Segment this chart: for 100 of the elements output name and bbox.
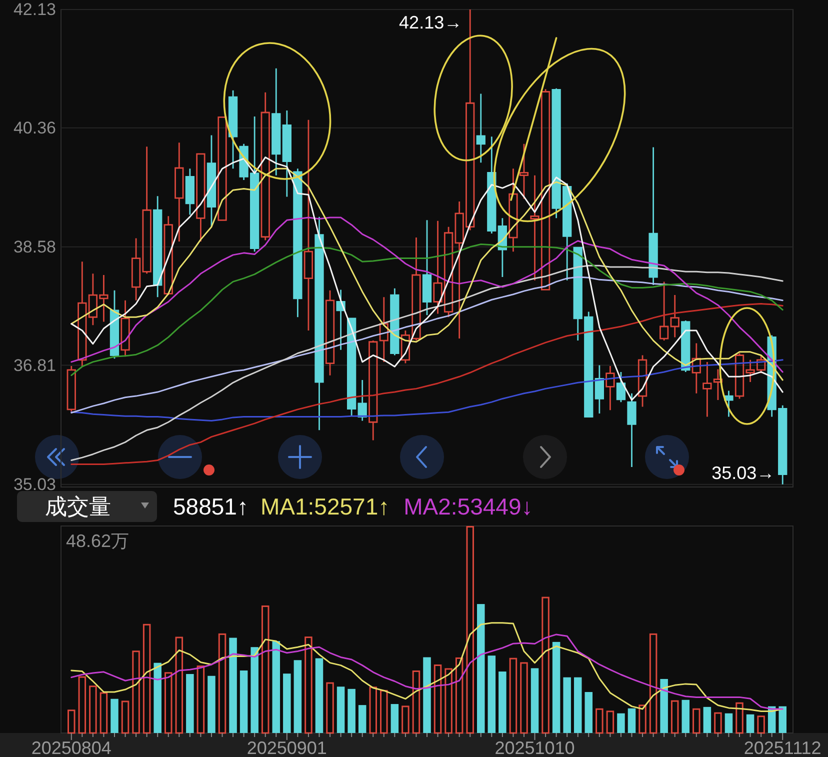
candlestick <box>282 110 292 198</box>
bar <box>628 708 636 733</box>
bar <box>369 686 377 734</box>
candlestick <box>260 92 270 241</box>
bar <box>272 641 280 733</box>
bar <box>390 704 399 733</box>
y-tick-label: 35.03 <box>13 474 56 494</box>
candlestick <box>153 195 162 298</box>
bar <box>402 706 410 734</box>
bar <box>444 668 452 734</box>
candlestick <box>218 116 227 221</box>
bar <box>423 657 431 733</box>
bar <box>240 670 248 733</box>
bar <box>498 672 506 733</box>
candlestick <box>196 153 206 242</box>
bar <box>477 604 485 733</box>
candlestick <box>164 215 173 296</box>
bar <box>552 642 560 733</box>
bar <box>703 706 712 733</box>
candlestick <box>120 300 130 358</box>
candlestick <box>272 68 281 176</box>
bar <box>326 682 334 734</box>
candlestick <box>713 368 723 401</box>
candlestick <box>616 371 626 403</box>
bar <box>542 596 550 734</box>
y-tick-label: 42.13 <box>13 0 56 19</box>
candlestick <box>78 260 87 368</box>
bar <box>660 678 668 733</box>
bar <box>164 672 172 734</box>
bar <box>196 666 205 734</box>
line-series <box>70 264 784 461</box>
bar <box>175 636 184 734</box>
candlestick <box>422 219 432 316</box>
candlestick <box>379 296 388 363</box>
bar <box>100 692 108 734</box>
line-series <box>70 216 784 373</box>
bar <box>261 605 270 734</box>
bar <box>208 676 216 733</box>
bar <box>229 638 237 733</box>
bar <box>455 657 464 734</box>
candlestick <box>476 93 486 164</box>
bar <box>380 690 388 734</box>
x-tick-label: 20251112 <box>744 738 822 757</box>
bar <box>412 670 420 734</box>
candlestick <box>206 134 216 228</box>
bar <box>218 633 226 734</box>
candlestick <box>314 216 324 431</box>
candlestick <box>508 168 518 252</box>
bar <box>649 633 658 734</box>
candlestick <box>185 168 194 216</box>
bar <box>358 705 366 733</box>
candlestick <box>293 168 302 318</box>
bar <box>724 713 733 733</box>
candlestick <box>692 342 701 394</box>
y-tick-label: 40.36 <box>13 118 56 138</box>
candlestick <box>606 365 615 411</box>
candlestick <box>648 146 658 286</box>
annotation: 35.03→ <box>712 463 775 483</box>
bar <box>336 686 345 733</box>
bar <box>315 658 324 733</box>
candlestick <box>594 364 604 414</box>
candlestick <box>390 288 400 356</box>
line-series <box>70 243 784 376</box>
candlestick <box>519 143 529 200</box>
bar <box>283 674 291 733</box>
bar <box>778 706 786 733</box>
candlestick <box>66 365 76 414</box>
x-tick-label: 20250804 <box>31 738 112 757</box>
bar <box>638 704 646 734</box>
bar <box>304 636 312 734</box>
bar <box>682 700 690 733</box>
bar <box>294 660 302 733</box>
bar <box>757 716 765 734</box>
bar <box>714 712 722 734</box>
bar <box>520 662 528 734</box>
candlestick <box>228 90 238 170</box>
bar <box>509 658 518 734</box>
bar <box>563 677 571 733</box>
annotation: 48.62万 <box>66 531 130 551</box>
line-series <box>70 303 784 466</box>
bar <box>89 686 97 734</box>
bar <box>746 714 754 733</box>
bar <box>348 688 356 733</box>
line-series <box>70 276 784 414</box>
bar <box>186 674 194 733</box>
bar <box>154 662 162 733</box>
bar <box>434 664 442 734</box>
text: 58851↑ <box>173 494 248 520</box>
candlestick <box>724 390 734 418</box>
x-tick-label: 20251010 <box>494 738 575 757</box>
bar <box>466 526 474 734</box>
bar <box>68 710 76 734</box>
candlestick <box>368 340 378 441</box>
bar <box>670 700 679 734</box>
candlestick <box>670 294 680 338</box>
text: MA2:53449↓ <box>404 494 533 520</box>
bar <box>110 698 118 733</box>
bar <box>250 647 258 733</box>
y-tick-label: 38.58 <box>13 237 56 256</box>
bar <box>488 656 496 733</box>
